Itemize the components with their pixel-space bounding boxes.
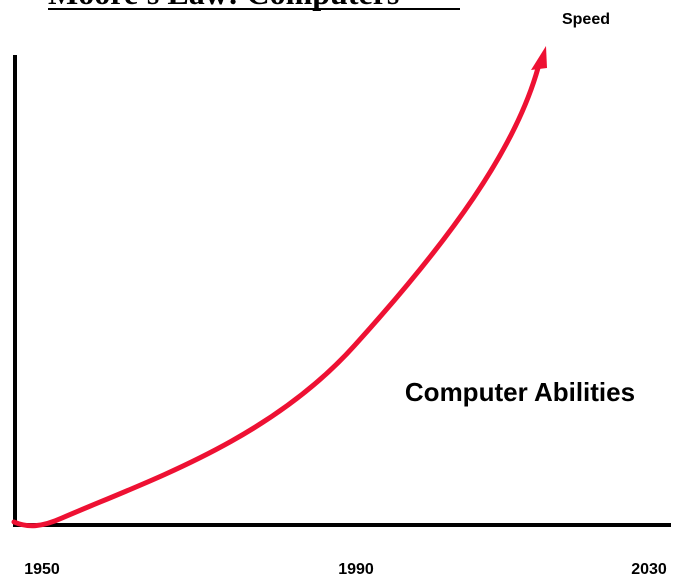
speed-label: Speed xyxy=(562,11,610,28)
growth-curve xyxy=(11,65,541,529)
x-label: 2030 xyxy=(631,561,667,578)
curve-label: Computer Abilities xyxy=(405,377,635,407)
x-label: 1990 xyxy=(338,561,374,578)
title: Moore's Law: Computers xyxy=(48,0,399,11)
x-label: 1950 xyxy=(24,561,60,578)
arrowhead xyxy=(531,46,547,70)
